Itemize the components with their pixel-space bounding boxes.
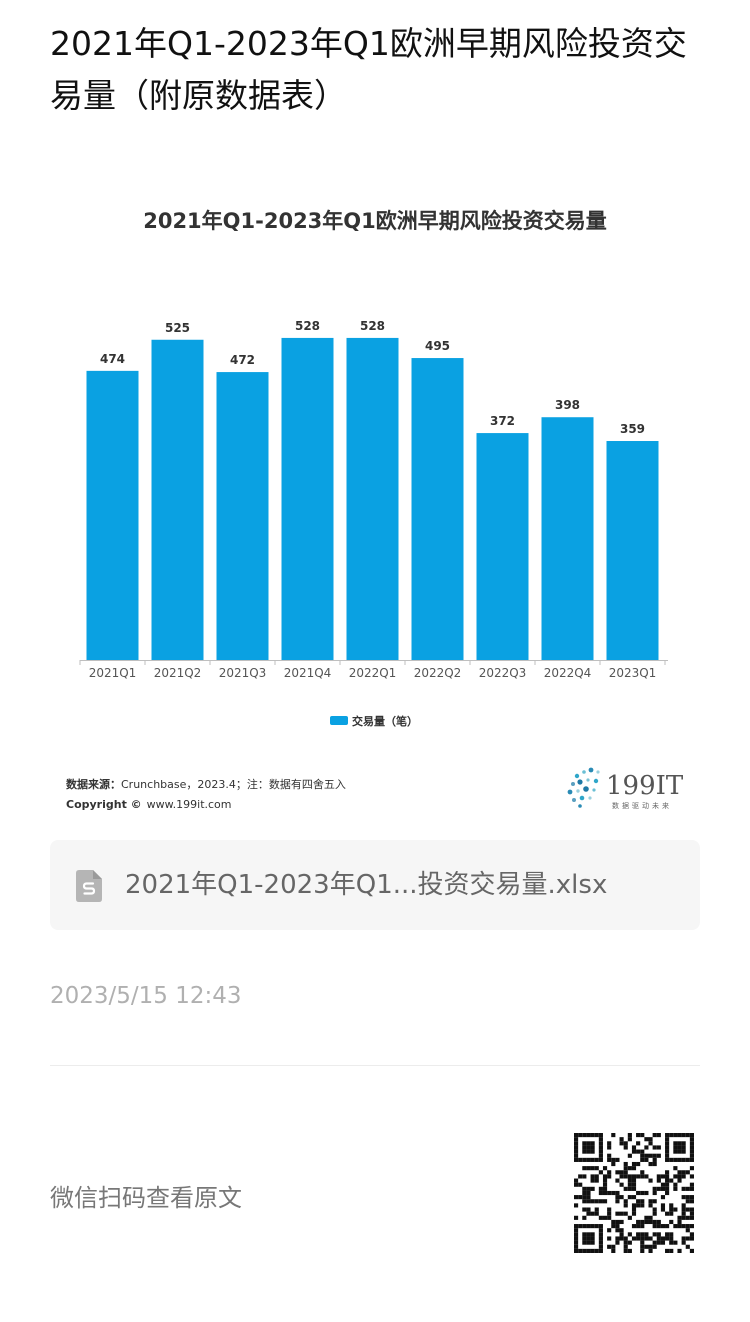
source-label: 数据来源： bbox=[66, 777, 121, 791]
data-label-2022Q4: 398 bbox=[555, 398, 580, 412]
bar-2022Q2 bbox=[411, 358, 464, 660]
chart-title: 2021年Q1-2023年Q1欧洲早期风险投资交易量 bbox=[143, 209, 607, 233]
chart-copyright: Copyright © www.199it.com bbox=[66, 798, 232, 811]
legend-label: 交易量（笔） bbox=[352, 714, 418, 728]
copyright-label: Copyright © bbox=[66, 798, 142, 811]
chart-image: 2021年Q1-2023年Q1欧洲早期风险投资交易量 474 525 472 528 5… bbox=[50, 180, 700, 830]
data-label-2022Q1: 528 bbox=[360, 319, 385, 333]
article-title: 2021年Q1-2023年Q1欧洲早期风险投资交易量（附原数据表） bbox=[50, 24, 687, 115]
bar-2021Q3 bbox=[216, 372, 269, 660]
spreadsheet-file-icon bbox=[76, 870, 102, 902]
x-tick-label-2022Q3: 2022Q3 bbox=[479, 666, 527, 680]
attachment-file-name[interactable]: 2021年Q1-2023年Q1...投资交易量.xlsx bbox=[125, 870, 608, 900]
logo-199it: 199IT 数据驱动未来 bbox=[567, 767, 684, 810]
bar-chart: 2021年Q1-2023年Q1欧洲早期风险投资交易量 474 525 472 528 5… bbox=[66, 209, 684, 811]
data-label-2022Q2: 495 bbox=[425, 339, 450, 353]
data-label-2021Q2: 525 bbox=[165, 321, 190, 335]
x-tick-label-2021Q1: 2021Q1 bbox=[89, 666, 137, 680]
divider bbox=[50, 1065, 700, 1066]
bar-2023Q1 bbox=[606, 441, 659, 660]
logo-text: 199IT bbox=[606, 771, 684, 801]
x-tick-label-2022Q2: 2022Q2 bbox=[414, 666, 462, 680]
x-tick-label-2023Q1: 2023Q1 bbox=[609, 666, 657, 680]
legend-swatch bbox=[330, 716, 348, 725]
bar-2021Q4 bbox=[281, 337, 334, 660]
qr-code-icon[interactable] bbox=[574, 1133, 694, 1253]
copyright-text: www.199it.com bbox=[147, 798, 232, 811]
data-label-2023Q1: 359 bbox=[620, 422, 645, 436]
x-tick-label-2021Q2: 2021Q2 bbox=[154, 666, 202, 680]
x-tick-label-2022Q1: 2022Q1 bbox=[349, 666, 397, 680]
logo-tagline: 数据驱动未来 bbox=[612, 801, 672, 810]
bar-2022Q3 bbox=[476, 433, 529, 660]
x-tick-label-2021Q4: 2021Q4 bbox=[284, 666, 332, 680]
scan-to-read-text: 微信扫码查看原文 bbox=[50, 1184, 242, 1212]
chart-source: 数据来源：Crunchbase，2023.4；注：数据有四舍五入 bbox=[66, 777, 346, 791]
bar-2022Q4 bbox=[541, 417, 594, 660]
x-tick-label-2021Q3: 2021Q3 bbox=[219, 666, 267, 680]
source-text: Crunchbase，2023.4；注：数据有四舍五入 bbox=[121, 777, 346, 791]
x-tick-label-2022Q4: 2022Q4 bbox=[544, 666, 592, 680]
logo-dots-icon bbox=[567, 767, 600, 808]
bar-2022Q1 bbox=[346, 337, 399, 660]
data-label-2021Q3: 472 bbox=[230, 353, 255, 367]
data-label-2021Q1: 474 bbox=[100, 352, 125, 366]
publish-timestamp: 2023/5/15 12:43 bbox=[50, 983, 242, 1009]
data-label-2022Q3: 372 bbox=[490, 414, 515, 428]
data-label-2021Q4: 528 bbox=[295, 319, 320, 333]
bar-2021Q2 bbox=[151, 339, 204, 660]
bar-2021Q1 bbox=[86, 370, 139, 660]
attachment-card[interactable]: 2021年Q1-2023年Q1...投资交易量.xlsx bbox=[50, 840, 700, 930]
